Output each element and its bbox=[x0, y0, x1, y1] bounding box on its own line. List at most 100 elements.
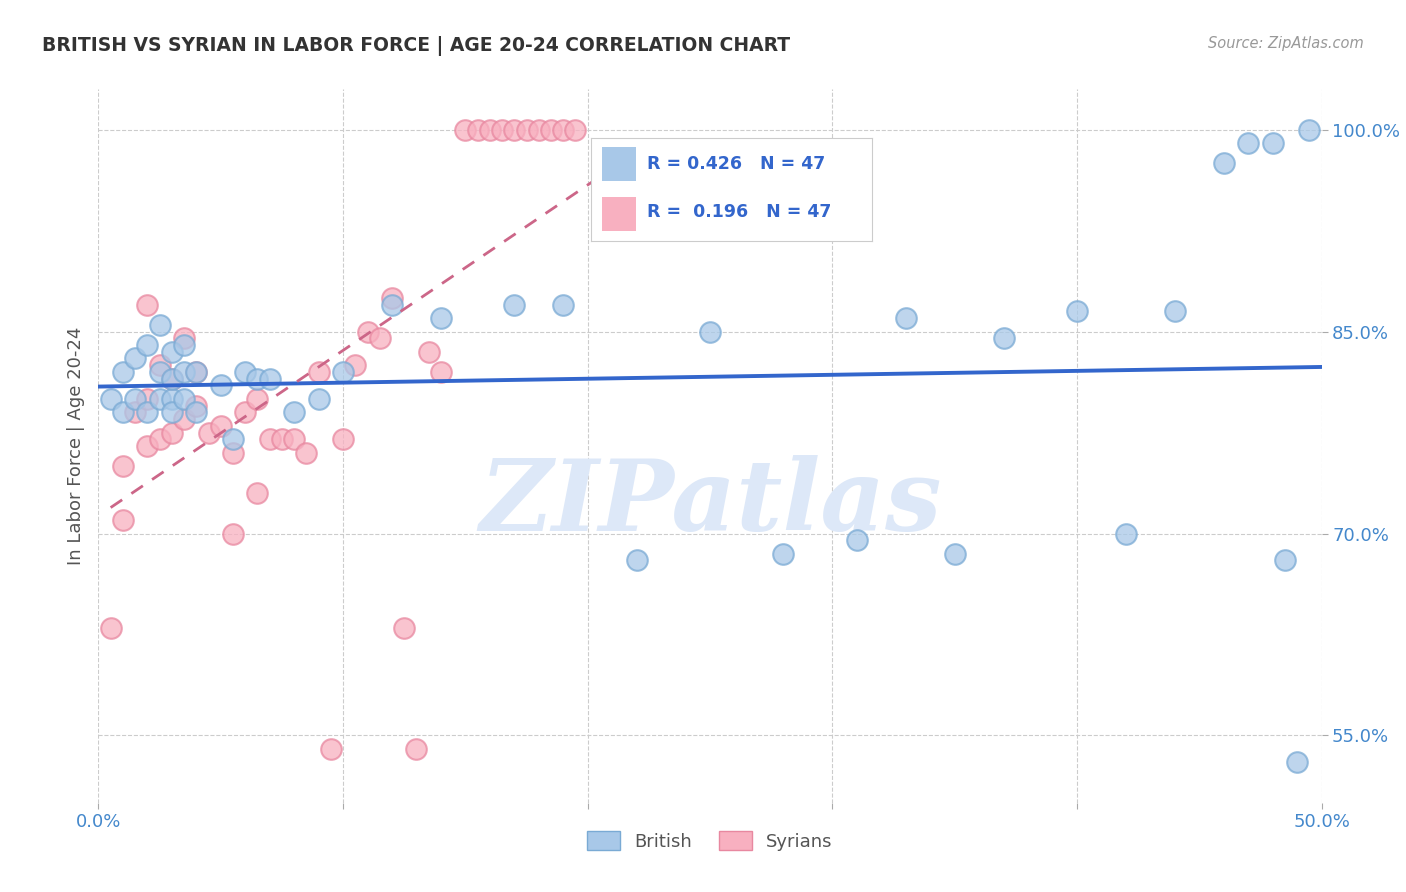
Point bbox=[186, 365, 208, 379]
Point bbox=[124, 351, 146, 366]
Point bbox=[1286, 756, 1309, 770]
Point bbox=[430, 311, 453, 326]
Point bbox=[699, 325, 721, 339]
Point bbox=[136, 392, 159, 406]
Point bbox=[100, 392, 122, 406]
Point bbox=[308, 365, 330, 379]
Point bbox=[270, 432, 294, 446]
Text: Source: ZipAtlas.com: Source: ZipAtlas.com bbox=[1208, 36, 1364, 51]
Point bbox=[173, 392, 195, 406]
Point bbox=[160, 392, 183, 406]
Point bbox=[149, 318, 172, 332]
Point bbox=[344, 358, 367, 372]
Point bbox=[136, 405, 159, 419]
Point bbox=[392, 621, 416, 635]
Point bbox=[246, 372, 269, 386]
Point bbox=[173, 365, 195, 379]
Point bbox=[308, 392, 330, 406]
Point bbox=[943, 547, 966, 561]
Point bbox=[160, 372, 183, 386]
Point bbox=[553, 122, 575, 136]
Point bbox=[430, 365, 453, 379]
Point bbox=[100, 621, 122, 635]
Point bbox=[173, 331, 195, 345]
Point bbox=[222, 432, 245, 446]
Text: R =  0.196   N = 47: R = 0.196 N = 47 bbox=[647, 203, 831, 221]
Point bbox=[209, 378, 232, 392]
Point bbox=[1274, 553, 1296, 567]
Point bbox=[454, 122, 477, 136]
Point bbox=[515, 122, 537, 136]
Point bbox=[1115, 526, 1137, 541]
Text: ZIPatlas: ZIPatlas bbox=[479, 455, 941, 551]
Point bbox=[1066, 304, 1088, 318]
Point bbox=[186, 405, 208, 419]
Point bbox=[222, 446, 245, 460]
Point bbox=[259, 432, 281, 446]
Point bbox=[136, 338, 159, 352]
Point bbox=[993, 331, 1015, 345]
Point bbox=[283, 432, 305, 446]
Point bbox=[233, 365, 256, 379]
Text: BRITISH VS SYRIAN IN LABOR FORCE | AGE 20-24 CORRELATION CHART: BRITISH VS SYRIAN IN LABOR FORCE | AGE 2… bbox=[42, 36, 790, 55]
Point bbox=[149, 358, 172, 372]
Point bbox=[1237, 136, 1260, 150]
Point bbox=[186, 365, 208, 379]
Point bbox=[160, 344, 183, 359]
Point bbox=[246, 486, 269, 500]
Point bbox=[503, 122, 526, 136]
Point bbox=[186, 399, 208, 413]
Point bbox=[845, 533, 868, 548]
Point bbox=[124, 392, 146, 406]
Point bbox=[209, 418, 232, 433]
Point bbox=[491, 122, 513, 136]
Legend: British, Syrians: British, Syrians bbox=[581, 824, 839, 858]
Text: R = 0.426   N = 47: R = 0.426 N = 47 bbox=[647, 155, 825, 173]
Point bbox=[332, 432, 354, 446]
Point bbox=[368, 331, 391, 345]
Point bbox=[540, 122, 562, 136]
Point bbox=[160, 425, 183, 440]
Point bbox=[173, 338, 195, 352]
Point bbox=[246, 392, 269, 406]
Point bbox=[259, 372, 281, 386]
Point bbox=[1261, 136, 1284, 150]
Point bbox=[418, 344, 440, 359]
Point bbox=[111, 459, 134, 474]
Point bbox=[332, 365, 354, 379]
Point bbox=[111, 365, 134, 379]
Point bbox=[381, 291, 404, 305]
Point bbox=[136, 298, 159, 312]
Point bbox=[467, 122, 489, 136]
Point bbox=[527, 122, 550, 136]
Point bbox=[295, 446, 318, 460]
Point bbox=[233, 405, 256, 419]
Point bbox=[626, 553, 648, 567]
Point bbox=[772, 547, 794, 561]
Point bbox=[149, 392, 172, 406]
Point bbox=[405, 742, 427, 756]
Point bbox=[197, 425, 219, 440]
FancyBboxPatch shape bbox=[602, 197, 636, 230]
Point bbox=[381, 298, 404, 312]
Point bbox=[149, 432, 172, 446]
Y-axis label: In Labor Force | Age 20-24: In Labor Force | Age 20-24 bbox=[66, 326, 84, 566]
Point bbox=[149, 365, 172, 379]
Point bbox=[356, 325, 378, 339]
Point bbox=[478, 122, 501, 136]
Point bbox=[222, 526, 245, 541]
Point bbox=[1298, 122, 1320, 136]
Point bbox=[1164, 304, 1187, 318]
Point bbox=[111, 405, 134, 419]
Point bbox=[124, 405, 146, 419]
Point bbox=[503, 298, 526, 312]
Point bbox=[283, 405, 305, 419]
Point bbox=[894, 311, 917, 326]
Point bbox=[319, 742, 342, 756]
Point bbox=[564, 122, 586, 136]
FancyBboxPatch shape bbox=[602, 147, 636, 181]
Point bbox=[1212, 156, 1234, 170]
Point bbox=[136, 439, 159, 453]
Point bbox=[160, 372, 183, 386]
Point bbox=[173, 412, 195, 426]
